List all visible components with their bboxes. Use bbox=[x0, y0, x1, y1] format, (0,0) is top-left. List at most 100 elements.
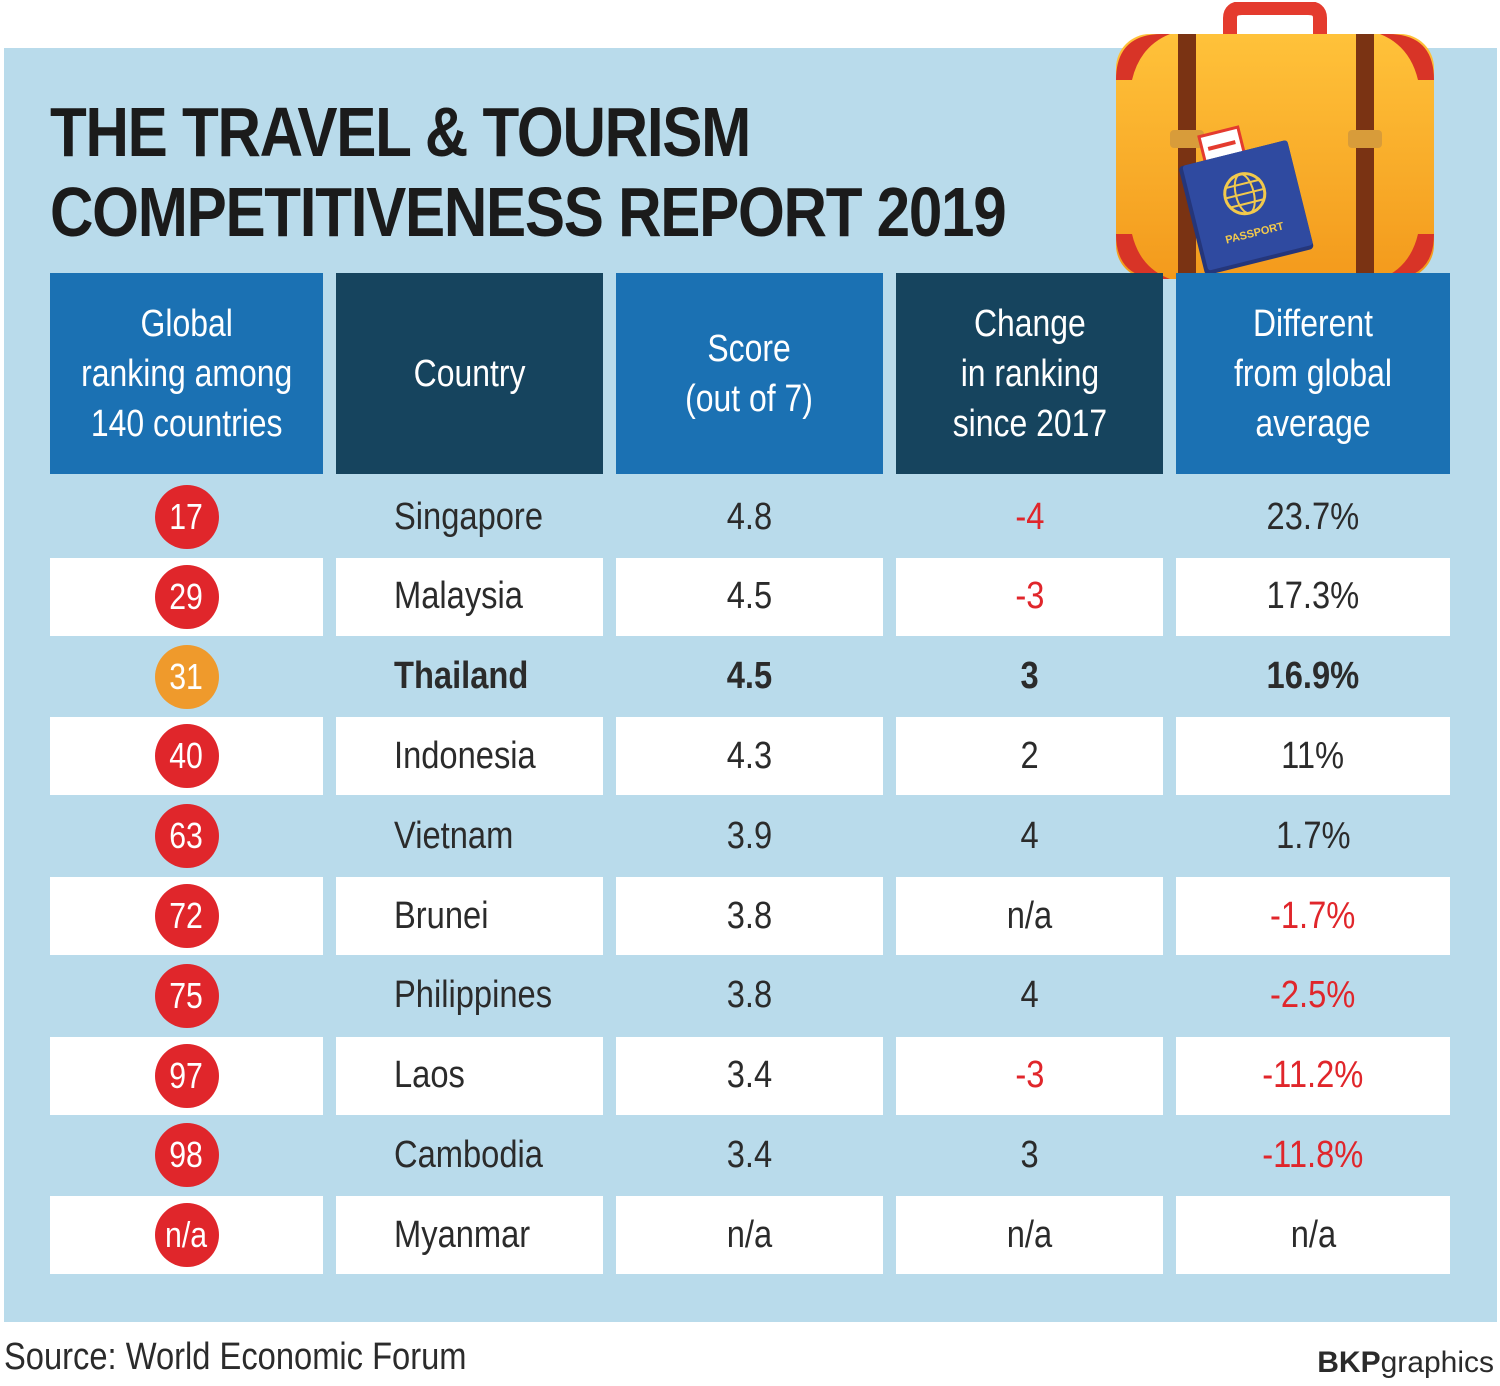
rank-cell: 72 bbox=[50, 877, 323, 955]
diff-value: 16.9% bbox=[1266, 655, 1360, 698]
change-cell: n/a bbox=[896, 1196, 1163, 1275]
rank-value: 98 bbox=[169, 1134, 204, 1176]
rank-cell: 97 bbox=[50, 1036, 323, 1115]
score-value: 4.3 bbox=[726, 734, 773, 777]
header-score: Score (out of 7) bbox=[616, 273, 883, 474]
rank-value: 31 bbox=[169, 655, 204, 697]
diff-value: n/a bbox=[1290, 1213, 1336, 1256]
score-cell: 4.5 bbox=[616, 638, 883, 716]
score-value: 4.8 bbox=[726, 495, 773, 538]
rank-badge: 72 bbox=[154, 884, 219, 948]
change-value: 3 bbox=[1020, 1133, 1039, 1176]
score-cell: 4.3 bbox=[616, 717, 883, 796]
change-cell: 4 bbox=[896, 957, 1163, 1035]
change-cell: -3 bbox=[896, 557, 1163, 636]
change-value: 3 bbox=[1020, 655, 1039, 698]
rank-badge: 98 bbox=[154, 1123, 219, 1188]
source-note: Source: World Economic Forum bbox=[4, 1336, 467, 1378]
country-value: Vietnam bbox=[394, 814, 514, 857]
country-value: Philippines bbox=[394, 974, 553, 1017]
country-cell: Malaysia bbox=[336, 557, 603, 636]
country-value: Myanmar bbox=[394, 1213, 531, 1256]
score-value: 3.4 bbox=[726, 1133, 773, 1176]
change-cell: -4 bbox=[896, 478, 1163, 556]
change-value: n/a bbox=[1006, 894, 1053, 937]
change-value: 2 bbox=[1020, 734, 1039, 777]
rank-badge: 97 bbox=[154, 1043, 219, 1108]
country-value: Laos bbox=[394, 1054, 465, 1097]
diff-cell: 11% bbox=[1176, 717, 1450, 796]
rank-badge: n/a bbox=[154, 1203, 219, 1268]
country-cell: Vietnam bbox=[336, 797, 603, 875]
diff-cell: n/a bbox=[1176, 1196, 1450, 1275]
diff-value: -1.7% bbox=[1270, 894, 1356, 937]
diff-value: -11.2% bbox=[1262, 1054, 1364, 1097]
rank-cell: 31 bbox=[50, 638, 323, 716]
change-value: -4 bbox=[1014, 495, 1045, 538]
diff-cell: -2.5% bbox=[1176, 957, 1450, 1035]
rank-value: 63 bbox=[169, 815, 204, 857]
score-value: 4.5 bbox=[726, 575, 773, 618]
change-value: n/a bbox=[1006, 1213, 1053, 1256]
score-value: 4.5 bbox=[726, 655, 773, 698]
country-cell: Philippines bbox=[336, 957, 603, 1035]
diff-value: -11.8% bbox=[1262, 1133, 1364, 1176]
change-cell: 3 bbox=[896, 1116, 1163, 1194]
diff-value: 17.3% bbox=[1266, 575, 1360, 618]
title-line-1: THE TRAVEL & TOURISM bbox=[50, 93, 751, 171]
rank-value: 97 bbox=[169, 1054, 204, 1096]
country-cell: Cambodia bbox=[336, 1116, 603, 1194]
rank-cell: 29 bbox=[50, 557, 323, 636]
change-value: 4 bbox=[1020, 974, 1039, 1017]
rank-badge: 63 bbox=[154, 804, 219, 869]
score-cell: 4.5 bbox=[616, 557, 883, 636]
change-cell: n/a bbox=[896, 877, 1163, 955]
score-cell: 3.9 bbox=[616, 797, 883, 875]
rank-value: 72 bbox=[169, 895, 204, 936]
score-cell: 3.4 bbox=[616, 1116, 883, 1194]
rank-badge: 75 bbox=[154, 963, 219, 1028]
rank-value: 29 bbox=[169, 575, 204, 617]
diff-cell: 1.7% bbox=[1176, 797, 1450, 875]
rank-badge: 40 bbox=[154, 724, 219, 789]
diff-value: 23.7% bbox=[1266, 495, 1360, 538]
rank-badge: 29 bbox=[154, 564, 219, 629]
score-cell: 3.8 bbox=[616, 957, 883, 1035]
change-cell: 3 bbox=[896, 638, 1163, 716]
country-cell: Laos bbox=[336, 1036, 603, 1115]
credit-brand: BKP bbox=[1317, 1346, 1381, 1379]
diff-cell: -11.2% bbox=[1176, 1036, 1450, 1115]
rank-cell: n/a bbox=[50, 1196, 323, 1275]
diff-cell: 17.3% bbox=[1176, 557, 1450, 636]
page-title: THE TRAVEL & TOURISM COMPETITIVENESS REP… bbox=[50, 92, 1007, 252]
rank-cell: 98 bbox=[50, 1116, 323, 1194]
rank-value: 17 bbox=[169, 496, 204, 537]
score-cell: 3.4 bbox=[616, 1036, 883, 1115]
rank-cell: 17 bbox=[50, 478, 323, 556]
score-cell: 4.8 bbox=[616, 478, 883, 556]
country-cell: Singapore bbox=[336, 478, 603, 556]
header-global-ranking: Global ranking among 140 countries bbox=[50, 273, 323, 474]
rank-badge: 17 bbox=[154, 485, 219, 549]
change-value: -3 bbox=[1014, 1054, 1045, 1097]
rank-value: 40 bbox=[169, 735, 204, 777]
title-line-2: COMPETITIVENESS REPORT 2019 bbox=[50, 173, 1007, 251]
country-cell: Brunei bbox=[336, 877, 603, 955]
country-value: Thailand bbox=[394, 655, 529, 698]
suitcase-icon: PASSPORT bbox=[1116, 2, 1434, 279]
change-cell: 4 bbox=[896, 797, 1163, 875]
change-value: 4 bbox=[1020, 814, 1039, 857]
diff-cell: 23.7% bbox=[1176, 478, 1450, 556]
score-value: 3.9 bbox=[726, 814, 773, 857]
score-value: n/a bbox=[726, 1213, 773, 1256]
rank-cell: 75 bbox=[50, 957, 323, 1035]
country-value: Cambodia bbox=[394, 1133, 543, 1176]
score-value: 3.8 bbox=[726, 974, 773, 1017]
header-country: Country bbox=[336, 273, 603, 474]
diff-cell: -11.8% bbox=[1176, 1116, 1450, 1194]
score-cell: n/a bbox=[616, 1196, 883, 1275]
country-value: Malaysia bbox=[394, 575, 523, 618]
change-cell: 2 bbox=[896, 717, 1163, 796]
diff-cell: 16.9% bbox=[1176, 638, 1450, 716]
country-cell: Indonesia bbox=[336, 717, 603, 796]
